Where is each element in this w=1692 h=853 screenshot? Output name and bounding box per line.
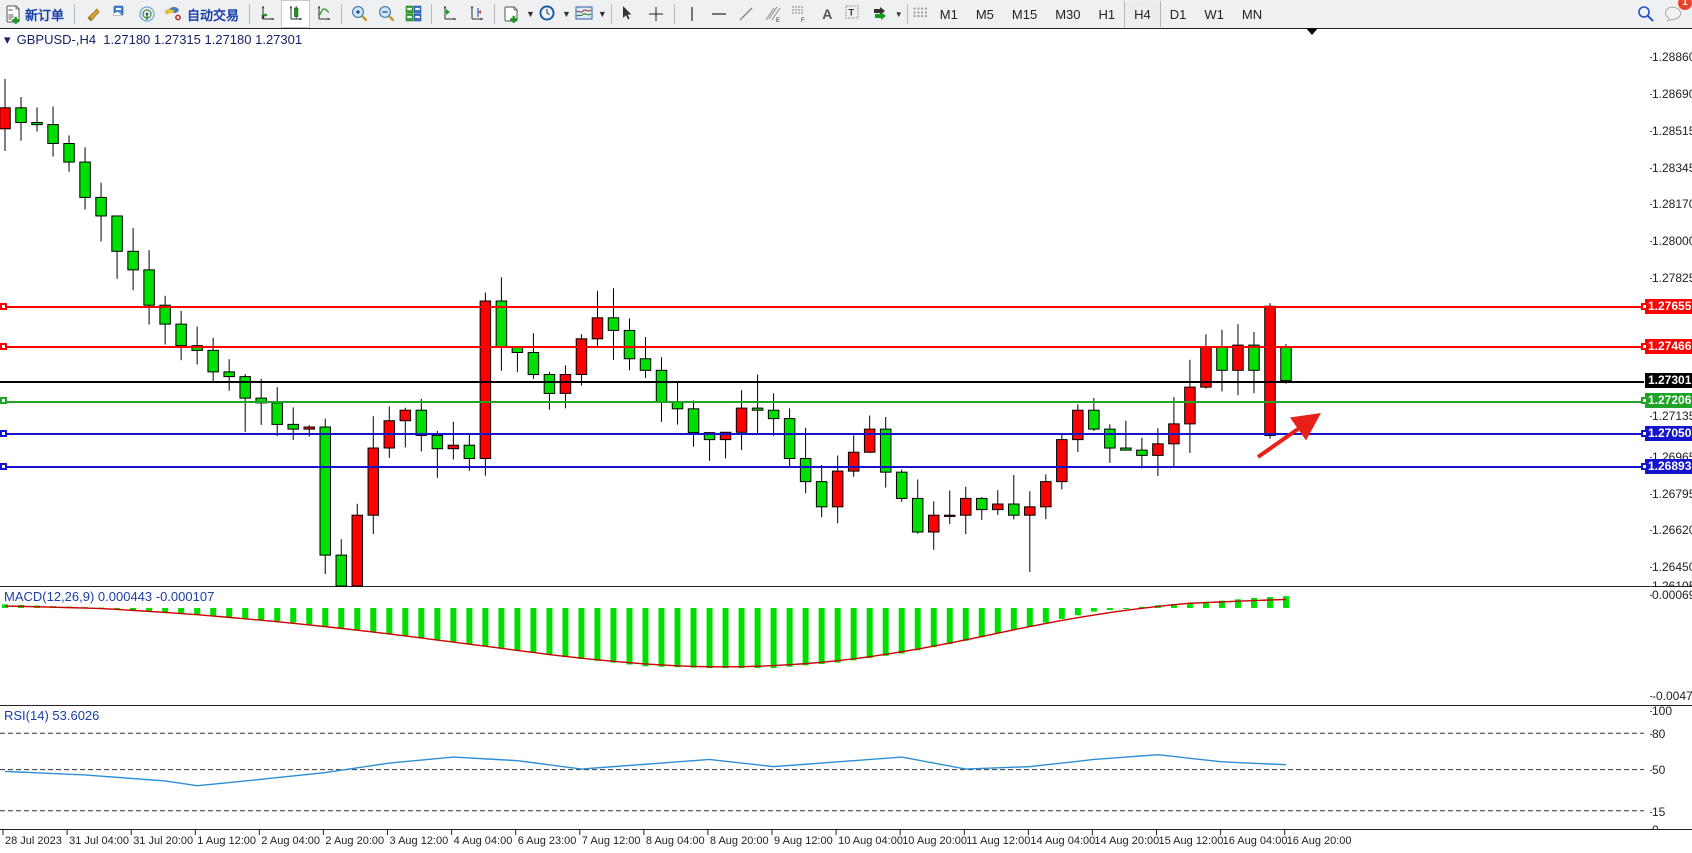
- svg-text:E: E: [776, 18, 780, 24]
- svg-text:T: T: [849, 8, 855, 18]
- svg-text:F: F: [801, 18, 805, 24]
